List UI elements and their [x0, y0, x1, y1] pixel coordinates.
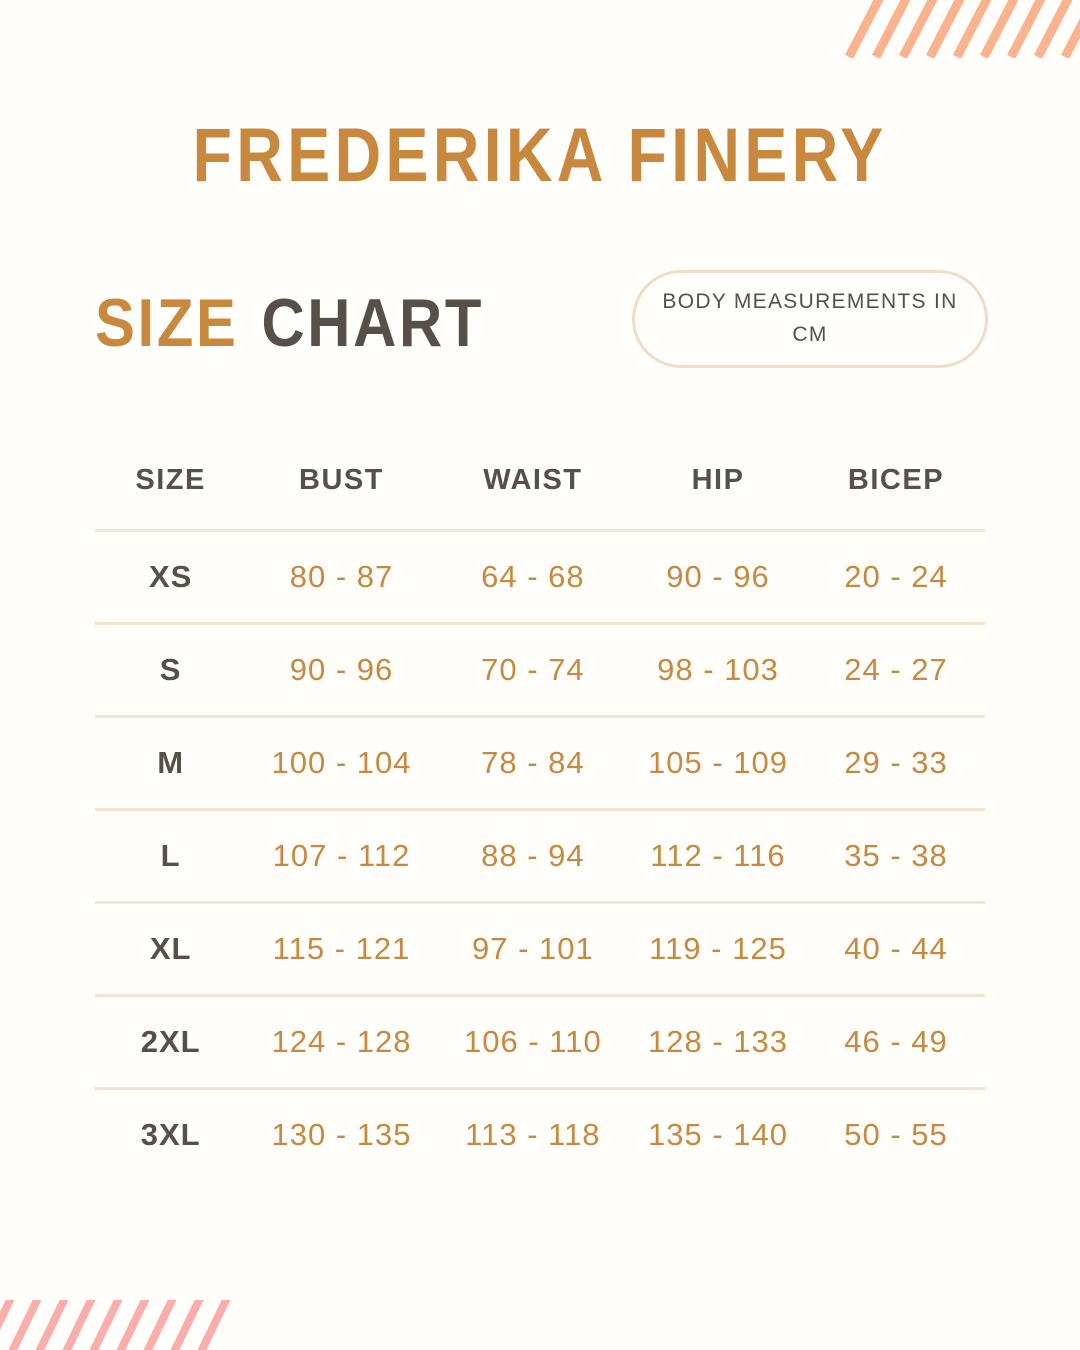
table-row: M 100 - 104 78 - 84 105 - 109 29 - 33 [95, 715, 985, 808]
cell-waist: 88 - 94 [481, 838, 585, 873]
table-header-row: SIZE BUST WAIST HIP BICEP [95, 432, 985, 529]
cell-bicep: 20 - 24 [844, 559, 948, 594]
column-header-bicep: BICEP [847, 464, 945, 496]
size-table: SIZE BUST WAIST HIP BICEP XS 80 - 87 64 … [95, 432, 985, 1180]
row-size-label: 3XL [140, 1117, 201, 1152]
cell-waist: 106 - 110 [464, 1024, 602, 1059]
page-title: SIZE CHART [95, 284, 484, 362]
row-size-label: XL [149, 931, 192, 966]
cell-bicep: 50 - 55 [844, 1117, 948, 1152]
cell-hip: 112 - 116 [650, 838, 786, 873]
cell-bust: 80 - 87 [289, 559, 394, 594]
cell-hip: 105 - 109 [647, 745, 788, 780]
cell-bust: 90 - 96 [289, 652, 394, 687]
cell-hip: 90 - 96 [666, 559, 770, 594]
table-row: S 90 - 96 70 - 74 98 - 103 24 - 27 [95, 622, 985, 715]
cell-bicep: 35 - 38 [844, 838, 948, 873]
cell-bust: 115 - 121 [272, 931, 411, 966]
page-title-rest: CHART [261, 285, 485, 361]
cell-bicep: 46 - 49 [844, 1024, 948, 1059]
cell-bust: 107 - 112 [272, 838, 411, 873]
row-size-label: S [159, 652, 182, 687]
column-header-hip: HIP [691, 464, 745, 496]
table-row: L 107 - 112 88 - 94 112 - 116 35 - 38 [95, 808, 985, 901]
brand-title: FREDERIKA FINERY [192, 113, 888, 198]
column-header-size: SIZE [135, 464, 206, 496]
cell-hip: 128 - 133 [647, 1024, 788, 1059]
cell-hip: 119 - 125 [649, 931, 787, 966]
cell-waist: 64 - 68 [481, 559, 585, 594]
cell-bicep: 29 - 33 [844, 745, 948, 780]
table-row: XS 80 - 87 64 - 68 90 - 96 20 - 24 [95, 529, 985, 622]
cell-bust: 130 - 135 [271, 1117, 412, 1152]
row-size-label: XS [148, 559, 193, 594]
cell-hip: 135 - 140 [647, 1117, 788, 1152]
column-header-waist: WAIST [483, 464, 583, 496]
table-row: 3XL 130 - 135 113 - 118 135 - 140 50 - 5… [95, 1087, 985, 1180]
diagonal-stripes-decoration-top-right [845, 0, 1080, 58]
cell-waist: 113 - 118 [465, 1117, 601, 1152]
cell-bust: 124 - 128 [271, 1024, 412, 1059]
row-size-label: 2XL [140, 1024, 201, 1059]
page-title-accent: SIZE [95, 285, 239, 361]
table-row: XL 115 - 121 97 - 101 119 - 125 40 - 44 [95, 901, 985, 994]
table-row: 2XL 124 - 128 106 - 110 128 - 133 46 - 4… [95, 994, 985, 1087]
row-size-label: M [157, 745, 185, 780]
cell-hip: 98 - 103 [657, 652, 779, 687]
cell-waist: 97 - 101 [471, 931, 594, 966]
units-badge-label: BODY MEASUREMENTS IN CM [662, 290, 958, 346]
units-badge: BODY MEASUREMENTS IN CM [632, 270, 988, 368]
cell-bicep: 24 - 27 [844, 652, 948, 687]
row-size-label: L [160, 838, 181, 873]
column-header-bust: BUST [299, 464, 384, 496]
cell-waist: 70 - 74 [481, 652, 585, 687]
cell-bust: 100 - 104 [271, 745, 412, 780]
cell-waist: 78 - 84 [481, 745, 585, 780]
diagonal-stripes-decoration-bottom-left [0, 1300, 231, 1350]
cell-bicep: 40 - 44 [844, 931, 948, 966]
